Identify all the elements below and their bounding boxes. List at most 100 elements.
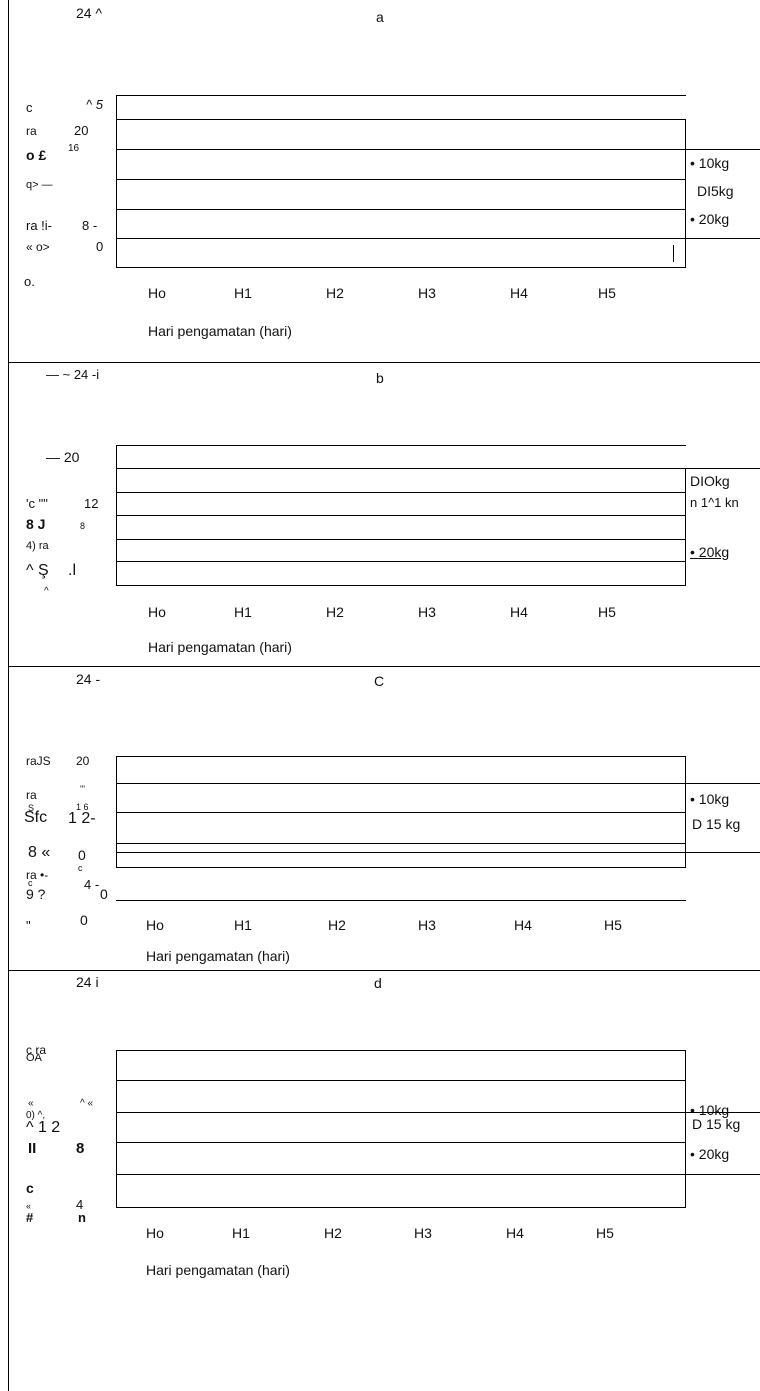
panel-d-ytext: 8 xyxy=(76,1140,85,1157)
panel-a-ytext: ra xyxy=(26,124,37,138)
panel-a-x-tick: H4 xyxy=(510,285,528,301)
panel-a-x-tick: H3 xyxy=(418,285,436,301)
panel-d-ytext: 4 xyxy=(76,1197,84,1212)
panel-a-legend-item: • 10kg xyxy=(690,155,730,171)
panel-d-legend-item: D 15 kg xyxy=(692,1116,741,1132)
panel-b-x-tick: H1 xyxy=(234,604,252,620)
panel-d-x-tick: H1 xyxy=(232,1225,250,1241)
panel-c-ytext: 8 « xyxy=(28,844,51,861)
panel-d-ytext: OA xyxy=(26,1052,42,1064)
panel-a-letter: a xyxy=(376,9,384,25)
panel-c-ytext: ra •- xyxy=(26,868,49,882)
panel-c-x-axis-label: Hari pengamatan (hari) xyxy=(146,948,290,964)
panel-c-x-tick: H4 xyxy=(514,917,532,933)
panel-b-ytext: 8 xyxy=(80,521,86,531)
panel-a-x-tick: H1 xyxy=(234,285,252,301)
panel-a-ytext: ^ 5 xyxy=(86,97,103,112)
panel-a-ytext: o £ xyxy=(26,147,47,163)
panel-d-letter: d xyxy=(374,975,382,991)
panel-b-ytext: — 20 xyxy=(46,449,80,465)
panel-d-ytext: 0) ^, xyxy=(26,1110,46,1121)
panel-c-ytext: c xyxy=(78,863,83,873)
panel-c-ytext: 1 6 xyxy=(76,802,89,812)
panel-a-x-axis-label: Hari pengamatan (hari) xyxy=(148,323,292,339)
panel-c-ytext: '" xyxy=(80,784,85,794)
panel-a-ytext: « o> xyxy=(26,240,50,254)
panel-b-ytext: .l xyxy=(68,562,76,579)
panel-b-ytext: ^ Ş xyxy=(26,562,49,579)
panel-b-legend-item: n 1^1 kn xyxy=(690,495,739,510)
panel-c-y-top-label: 24 - xyxy=(76,671,101,687)
panel-d-x-tick: H5 xyxy=(596,1225,614,1241)
panel-c-ytext: raJS xyxy=(26,754,51,768)
panel-c-legend-item: • 10kg xyxy=(690,791,730,807)
panel-b-x-tick: H3 xyxy=(418,604,436,620)
panel-b-y-top-label: — ~ 24 -i xyxy=(46,367,100,382)
panel-c-x-tick: H1 xyxy=(234,917,252,933)
panel-a-x-tick: Ho xyxy=(148,285,166,301)
panel-a-x-tick: H2 xyxy=(326,285,344,301)
panel-c-ytext: S xyxy=(28,803,35,813)
panel-b-plot-box xyxy=(116,445,760,586)
panel-d-ytext: II xyxy=(28,1140,37,1157)
panel-d-ytext: ^ « xyxy=(80,1098,94,1109)
panel-b-x-tick: H2 xyxy=(326,604,344,620)
panel-d-ytext: c xyxy=(26,1180,34,1196)
panel-d-x-tick: H3 xyxy=(414,1225,432,1241)
panel-b-ytext: ^ xyxy=(44,586,49,597)
panel-a-legend-item: DI5kg xyxy=(697,183,734,199)
panel-c-ytext: Sfc xyxy=(24,809,48,826)
panel-c-ytext: 0 xyxy=(78,847,86,863)
panel-a-ytext: o. xyxy=(24,274,35,289)
panel-b-legend-item: • 20kg xyxy=(690,544,730,560)
panel-a-ytext: 0 xyxy=(96,239,104,254)
panel-d-ytext: # xyxy=(26,1210,34,1225)
panel-c-letter: C xyxy=(374,673,385,689)
panel-d-x-tick: Ho xyxy=(146,1225,164,1241)
panel-c-x-tick: Ho xyxy=(146,917,164,933)
panel-a-ytext: 16 xyxy=(68,143,80,154)
panel-b-ytext: 'c "" xyxy=(26,496,48,511)
panel-d-plot-box xyxy=(116,1050,760,1208)
panel-a-legend-item: • 20kg xyxy=(690,211,730,227)
panel-b-x-tick: H5 xyxy=(598,604,616,620)
panel-a-ytext: 8 - xyxy=(82,218,98,233)
panel-c-ytext: 0 xyxy=(100,886,108,902)
panel-b-ytext: 12 xyxy=(84,496,99,511)
panel-c-x-tick: H3 xyxy=(418,917,436,933)
panel-b-x-tick: Ho xyxy=(148,604,166,620)
panel-c-ytext: c xyxy=(28,878,33,888)
panel-c-ytext: 4 - xyxy=(84,877,100,892)
panel-c-x-tick: H5 xyxy=(604,917,622,933)
panel-c-ytext: " xyxy=(26,918,31,933)
panel-d-x-tick: H4 xyxy=(506,1225,524,1241)
panel-b-letter: b xyxy=(376,370,384,386)
panel-d-y-top-label: 24 i xyxy=(76,974,99,990)
panel-c-x-tick: H2 xyxy=(328,917,346,933)
panel-a-ytext: ra !i- xyxy=(26,218,52,233)
panel-a-x-tick: H5 xyxy=(598,285,616,301)
panel-c-plot-box xyxy=(116,756,760,901)
panel-c-ytext: 20 xyxy=(76,754,90,768)
panel-c-ytext: 0 xyxy=(80,912,88,928)
panel-a-ytext: q> — xyxy=(26,179,53,191)
panel-d-ytext: n xyxy=(78,1210,86,1225)
panel-c-ytext: 1 2- xyxy=(68,810,96,827)
panel-b-ytext: 8 J xyxy=(26,516,46,532)
panel-a-ytext: c xyxy=(26,100,33,115)
panel-d-legend-item: • 20kg xyxy=(690,1146,730,1162)
panel-c-ytext: ra xyxy=(26,788,37,802)
panel-b-x-tick: H4 xyxy=(510,604,528,620)
panel-d-ytext: c ra xyxy=(26,1043,47,1057)
panel-d-legend-item: • 10kg xyxy=(690,1102,730,1118)
panel-d-ytext: « xyxy=(28,1098,34,1109)
panel-d-x-tick: H2 xyxy=(324,1225,342,1241)
panel-a-plot-box xyxy=(116,95,760,268)
panel-a-ytext: 20 xyxy=(74,123,89,138)
panel-a-y-top-label: 24 ^ xyxy=(76,5,103,21)
panel-c-ytext: 9 ? xyxy=(26,886,46,902)
panel-c-legend-item: D 15 kg xyxy=(692,816,741,832)
panel-b-legend-item: DIOkg xyxy=(690,473,730,489)
panel-b-x-axis-label: Hari pengamatan (hari) xyxy=(148,639,292,655)
